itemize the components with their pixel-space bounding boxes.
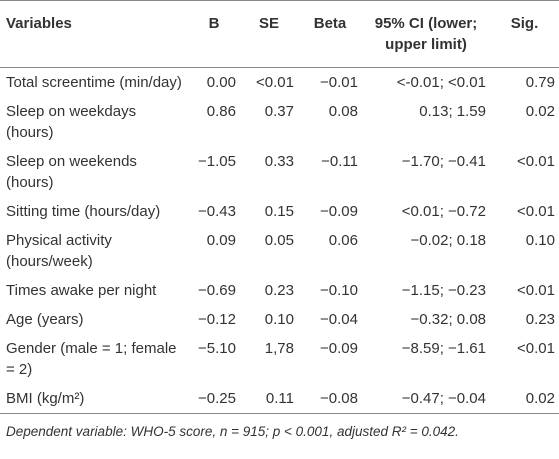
table-row: Gender (male = 1; female = 2) −5.10 1,78 −0…	[0, 334, 559, 384]
footnote: Dependent variable: WHO-5 score, n = 915…	[6, 424, 459, 439]
value-cell: 0.23	[525, 311, 555, 328]
variable-cell: Total screentime (min/day)	[6, 74, 182, 91]
value-cell: 0.79	[525, 74, 555, 91]
table-row: Sleep on weekdays (hours) 0.86 0.37 0.08 0.1…	[0, 97, 559, 147]
value-cell: −1.70; −0.41	[401, 153, 486, 170]
value-cell: <0.01	[517, 153, 555, 170]
variable-cell: Times awake per night	[6, 282, 157, 299]
variable-cell: Physical activity (hours/week)	[6, 232, 112, 270]
header-cell: B	[188, 0, 240, 68]
variable-cell: Sleep on weekdays (hours)	[6, 103, 137, 141]
value-cell: −0.69	[198, 282, 236, 299]
value-cell: 0.02	[525, 103, 555, 120]
table-row: Sitting time (hours/day) −0.43 0.15 −0.09 <0…	[0, 197, 559, 226]
value-cell: <0.01	[256, 74, 294, 91]
table-row: BMI (kg/m²) −0.25 0.11 −0.08 −0.47; −0.04 0.0…	[0, 384, 559, 414]
value-cell: 0.00	[206, 74, 236, 91]
value-cell: 1,78	[264, 340, 294, 357]
value-cell: −1.15; −0.23	[401, 282, 486, 299]
value-cell: −0.04	[320, 311, 358, 328]
table-row: Times awake per night −0.69 0.23 −0.10 −1.15…	[0, 276, 559, 305]
table-row: Age (years) −0.12 0.10 −0.04 −0.32; 0.08 0.23	[0, 305, 559, 334]
value-cell: 0.37	[264, 103, 294, 120]
value-cell: 0.10	[525, 232, 555, 249]
value-cell: 0.23	[264, 282, 294, 299]
variable-cell: Gender (male = 1; female = 2)	[6, 340, 177, 378]
value-cell: 0.13; 1.59	[419, 103, 486, 120]
value-cell: 0.15	[264, 203, 294, 220]
regression-table: Variables B SE Beta 95% CI (lower; upper lim…	[0, 0, 559, 414]
value-cell: −0.25	[188, 384, 240, 414]
value-cell: −0.09	[320, 340, 358, 357]
value-cell: 0.02	[490, 384, 559, 414]
value-cell: −0.10	[320, 282, 358, 299]
value-cell: 0.11	[240, 384, 298, 414]
value-cell: −0.32; 0.08	[410, 311, 486, 328]
header-cell: Variables	[0, 0, 188, 68]
header-cell: 95% CI (lower; upper limit)	[362, 0, 490, 68]
header-cell: SE	[240, 0, 298, 68]
table-row: Physical activity (hours/week) 0.09 0.05 0.…	[0, 226, 559, 276]
value-cell: −5.10	[198, 340, 236, 357]
header-cell: Beta	[298, 0, 362, 68]
value-cell: 0.08	[328, 103, 358, 120]
variable-cell: BMI (kg/m²)	[0, 384, 188, 414]
value-cell: 0.06	[328, 232, 358, 249]
value-cell: <0.01	[517, 340, 555, 357]
value-cell: 0.09	[206, 232, 236, 249]
value-cell: <0.01	[517, 282, 555, 299]
table-row: Sleep on weekends (hours) −1.05 0.33 −0.11 −…	[0, 147, 559, 197]
value-cell: −1.05	[198, 153, 236, 170]
value-cell: −0.01	[320, 74, 358, 91]
value-cell: 0.05	[264, 232, 294, 249]
header-cell: Sig.	[490, 0, 559, 68]
value-cell: −8.59; −1.61	[401, 340, 486, 357]
value-cell: −0.43	[198, 203, 236, 220]
value-cell: 0.33	[264, 153, 294, 170]
value-cell: <0.01; −0.72	[401, 203, 486, 220]
header-row: Variables B SE Beta 95% CI (lower; upper lim…	[0, 0, 559, 68]
variable-cell: Sleep on weekends (hours)	[6, 153, 137, 191]
value-cell: −0.12	[198, 311, 236, 328]
variable-cell: Sitting time (hours/day)	[6, 203, 161, 220]
value-cell: 0.86	[206, 103, 236, 120]
value-cell: <0.01	[517, 203, 555, 220]
value-cell: −0.09	[320, 203, 358, 220]
table-body: Total screentime (min/day) 0.00 <0.01 −0.01…	[0, 68, 559, 414]
variable-cell: Age (years)	[6, 311, 84, 328]
value-cell: −0.11	[321, 153, 358, 170]
table-row: Total screentime (min/day) 0.00 <0.01 −0.01…	[0, 68, 559, 98]
value-cell: 0.10	[264, 311, 294, 328]
value-cell: −0.02; 0.18	[410, 232, 486, 249]
value-cell: <-0.01; <0.01	[396, 74, 486, 91]
value-cell: −0.47; −0.04	[362, 384, 490, 414]
value-cell: −0.08	[298, 384, 362, 414]
